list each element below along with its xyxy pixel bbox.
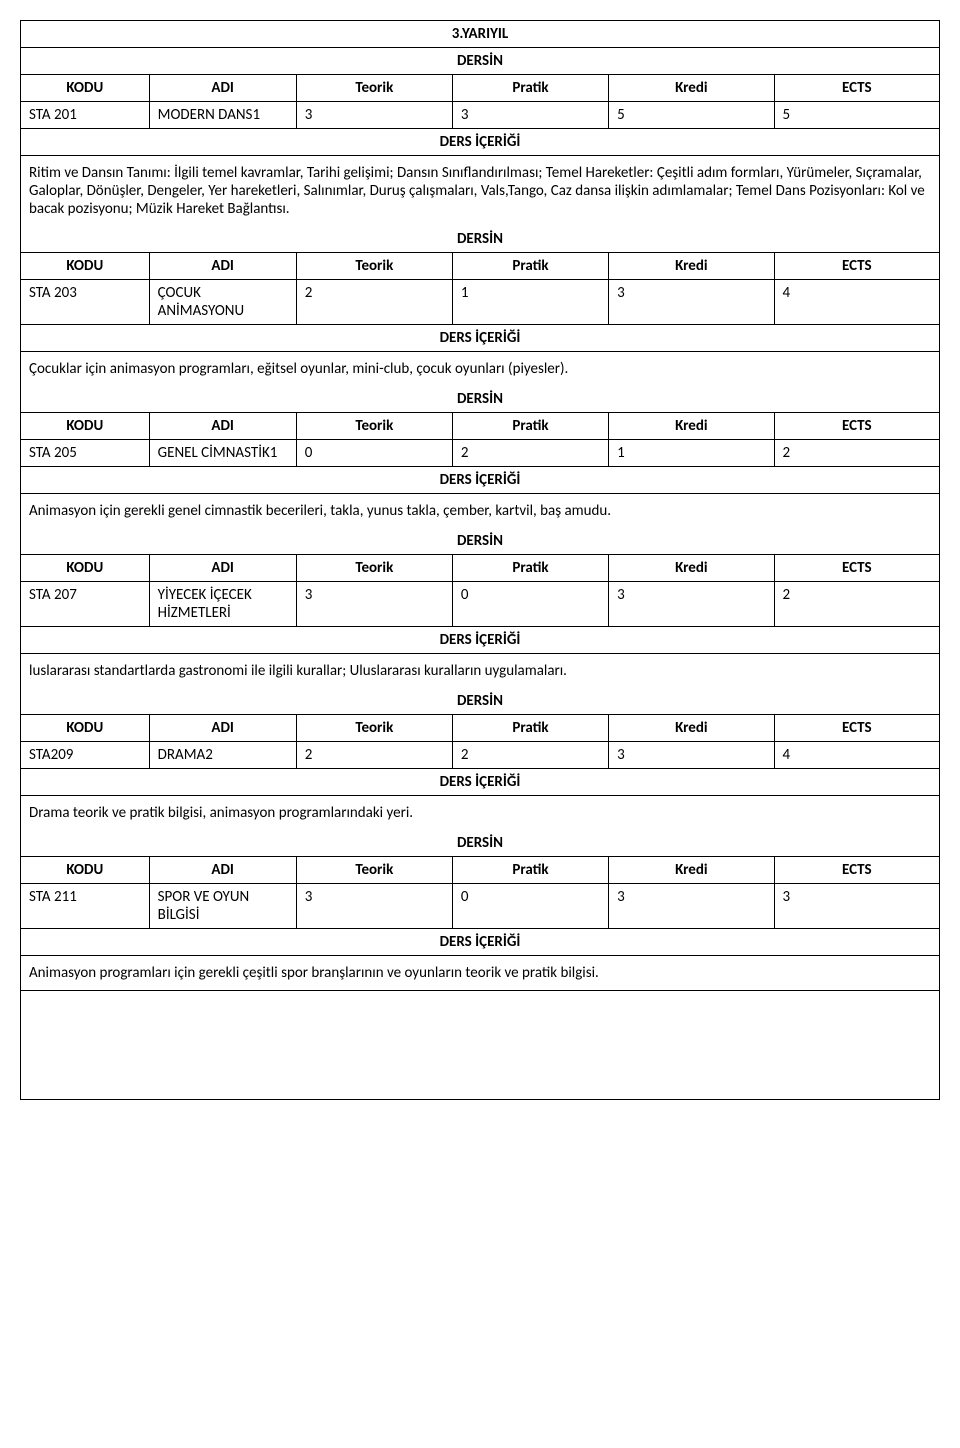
- empty-space: [21, 991, 940, 1100]
- header-ects: ECTS: [774, 715, 939, 742]
- cell-kodu: STA 211: [21, 884, 150, 929]
- curriculum-table: 3.YARIYIL DERSİN KODU ADI Teorik Pratik …: [20, 20, 940, 1100]
- course-description: Animasyon için gerekli genel cimnastik b…: [21, 494, 940, 529]
- cell-adi: MODERN DANS1: [149, 102, 296, 129]
- cell-teorik: 2: [296, 742, 452, 769]
- icerigi-label: DERS İÇERİĞİ: [21, 467, 940, 494]
- cell-teorik: 3: [296, 884, 452, 929]
- icerigi-label: DERS İÇERİĞİ: [21, 325, 940, 352]
- table-row: STA 207 YİYECEK İÇECEK HİZMETLERİ 3 0 3 …: [21, 582, 940, 627]
- header-kredi: Kredi: [609, 413, 774, 440]
- table-row: STA 205 GENEL CİMNASTİK1 0 2 1 2: [21, 440, 940, 467]
- header-kodu: KODU: [21, 857, 150, 884]
- cell-ects: 4: [774, 280, 939, 325]
- cell-ects: 2: [774, 582, 939, 627]
- cell-teorik: 0: [296, 440, 452, 467]
- table-row: STA 211 SPOR VE OYUN BİLGİSİ 3 0 3 3: [21, 884, 940, 929]
- header-ects: ECTS: [774, 555, 939, 582]
- header-kodu: KODU: [21, 253, 150, 280]
- dersin-label: DERSİN: [21, 48, 940, 75]
- header-kredi: Kredi: [609, 253, 774, 280]
- header-kredi: Kredi: [609, 857, 774, 884]
- header-teorik: Teorik: [296, 555, 452, 582]
- cell-adi: GENEL CİMNASTİK1: [149, 440, 296, 467]
- cell-kodu: STA 203: [21, 280, 150, 325]
- cell-kredi: 3: [609, 280, 774, 325]
- header-ects: ECTS: [774, 75, 939, 102]
- header-kredi: Kredi: [609, 715, 774, 742]
- header-teorik: Teorik: [296, 413, 452, 440]
- cell-kodu: STA209: [21, 742, 150, 769]
- cell-pratik: 0: [452, 884, 608, 929]
- cell-ects: 2: [774, 440, 939, 467]
- cell-adi: DRAMA2: [149, 742, 296, 769]
- header-pratik: Pratik: [452, 253, 608, 280]
- cell-pratik: 2: [452, 742, 608, 769]
- cell-pratik: 1: [452, 280, 608, 325]
- header-kodu: KODU: [21, 555, 150, 582]
- header-ects: ECTS: [774, 413, 939, 440]
- course-description: Animasyon programları için gerekli çeşit…: [21, 956, 940, 991]
- header-kodu: KODU: [21, 75, 150, 102]
- cell-kredi: 5: [609, 102, 774, 129]
- header-adi: ADI: [149, 715, 296, 742]
- course-description: Çocuklar için animasyon programları, eği…: [21, 352, 940, 387]
- cell-teorik: 2: [296, 280, 452, 325]
- cell-pratik: 2: [452, 440, 608, 467]
- cell-adi: ÇOCUK ANİMASYONU: [149, 280, 296, 325]
- header-kodu: KODU: [21, 715, 150, 742]
- cell-pratik: 0: [452, 582, 608, 627]
- cell-ects: 5: [774, 102, 939, 129]
- table-row: STA209 DRAMA2 2 2 3 4: [21, 742, 940, 769]
- cell-kredi: 3: [609, 582, 774, 627]
- header-adi: ADI: [149, 253, 296, 280]
- header-teorik: Teorik: [296, 857, 452, 884]
- header-kredi: Kredi: [609, 75, 774, 102]
- cell-teorik: 3: [296, 102, 452, 129]
- course-description: Drama teorik ve pratik bilgisi, animasyo…: [21, 796, 940, 831]
- cell-kodu: STA 201: [21, 102, 150, 129]
- cell-pratik: 3: [452, 102, 608, 129]
- page-title: 3.YARIYIL: [21, 21, 940, 48]
- dersin-label: DERSİN: [21, 830, 940, 857]
- header-adi: ADI: [149, 857, 296, 884]
- icerigi-label: DERS İÇERİĞİ: [21, 769, 940, 796]
- icerigi-label: DERS İÇERİĞİ: [21, 929, 940, 956]
- cell-kodu: STA 205: [21, 440, 150, 467]
- cell-kredi: 1: [609, 440, 774, 467]
- course-description: luslararası standartlarda gastronomi ile…: [21, 654, 940, 689]
- cell-kredi: 3: [609, 884, 774, 929]
- icerigi-label: DERS İÇERİĞİ: [21, 129, 940, 156]
- header-adi: ADI: [149, 75, 296, 102]
- header-teorik: Teorik: [296, 253, 452, 280]
- header-pratik: Pratik: [452, 413, 608, 440]
- header-ects: ECTS: [774, 253, 939, 280]
- header-adi: ADI: [149, 555, 296, 582]
- cell-teorik: 3: [296, 582, 452, 627]
- icerigi-label: DERS İÇERİĞİ: [21, 627, 940, 654]
- dersin-label: DERSİN: [21, 688, 940, 715]
- course-description: Ritim ve Dansın Tanımı: İlgili temel kav…: [21, 156, 940, 227]
- table-row: STA 203 ÇOCUK ANİMASYONU 2 1 3 4: [21, 280, 940, 325]
- cell-ects: 3: [774, 884, 939, 929]
- dersin-label: DERSİN: [21, 528, 940, 555]
- dersin-label: DERSİN: [21, 226, 940, 253]
- header-teorik: Teorik: [296, 715, 452, 742]
- header-kredi: Kredi: [609, 555, 774, 582]
- cell-ects: 4: [774, 742, 939, 769]
- header-ects: ECTS: [774, 857, 939, 884]
- header-kodu: KODU: [21, 413, 150, 440]
- header-teorik: Teorik: [296, 75, 452, 102]
- header-pratik: Pratik: [452, 857, 608, 884]
- header-pratik: Pratik: [452, 75, 608, 102]
- cell-kodu: STA 207: [21, 582, 150, 627]
- header-adi: ADI: [149, 413, 296, 440]
- cell-adi: YİYECEK İÇECEK HİZMETLERİ: [149, 582, 296, 627]
- header-pratik: Pratik: [452, 715, 608, 742]
- cell-kredi: 3: [609, 742, 774, 769]
- dersin-label: DERSİN: [21, 386, 940, 413]
- header-pratik: Pratik: [452, 555, 608, 582]
- cell-adi: SPOR VE OYUN BİLGİSİ: [149, 884, 296, 929]
- table-row: STA 201 MODERN DANS1 3 3 5 5: [21, 102, 940, 129]
